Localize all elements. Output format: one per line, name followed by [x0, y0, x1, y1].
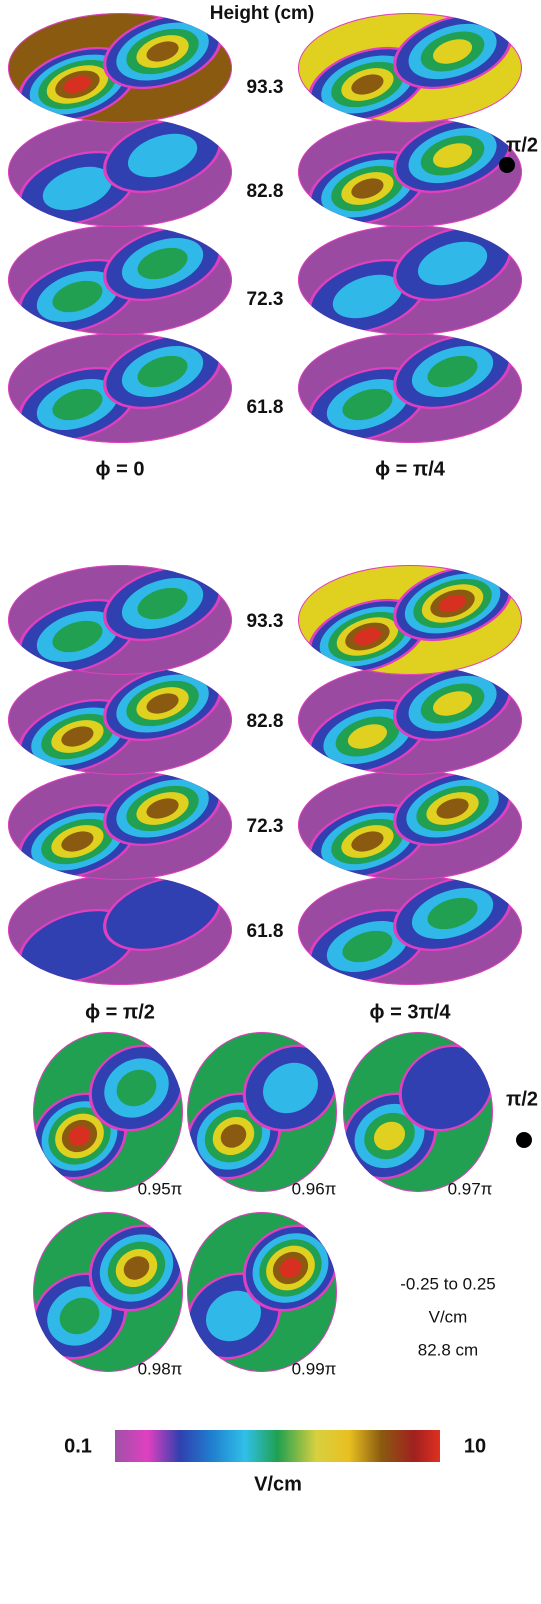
label: 93.3: [247, 77, 284, 98]
field-plot: [298, 320, 522, 456]
label: 10: [464, 1435, 486, 1457]
field-plot: [8, 104, 232, 240]
field-plot: [16, 1027, 200, 1196]
colorbar: [115, 1430, 440, 1462]
field-plot: [8, 757, 232, 893]
marker-dot: [516, 1132, 532, 1148]
label: 0.99π: [292, 1359, 337, 1378]
page: Height (cm) 93.3 82.8 72.3 61.8 93.3 82.8 72.3 6…: [0, 0, 541, 1604]
field-plot: [326, 1027, 510, 1196]
field-plot: [298, 757, 522, 893]
label: π/2: [506, 1088, 538, 1110]
field-plot: [170, 1207, 354, 1376]
marker-dot: [499, 157, 515, 173]
field-plot: [8, 552, 232, 688]
field-plot: [298, 104, 522, 240]
label: ϕ = 3π/4: [370, 1001, 452, 1023]
label: 82.8: [247, 711, 284, 732]
label: V/cm: [429, 1307, 468, 1326]
label: 93.3: [247, 611, 284, 632]
field-plot: [8, 212, 232, 348]
field-plot: [8, 862, 232, 998]
field-plot: [170, 1027, 354, 1196]
label: 72.3: [247, 289, 284, 310]
label: 82.8: [247, 181, 284, 202]
label: Height (cm): [210, 3, 315, 24]
field-plot: [8, 320, 232, 456]
label: 61.8: [247, 921, 284, 942]
label: 61.8: [247, 397, 284, 418]
label: π/2: [506, 134, 538, 156]
label: 0.95π: [138, 1179, 183, 1198]
field-plot: [298, 862, 522, 998]
field-plot: [298, 552, 522, 688]
label: 0.96π: [292, 1179, 337, 1198]
label: -0.25 to 0.25: [400, 1274, 495, 1293]
label: V/cm: [254, 1473, 302, 1495]
label: ϕ = π/4: [375, 458, 446, 480]
figure: Height (cm) 93.3 82.8 72.3 61.8 93.3 82.8 72.3 6…: [0, 0, 541, 1604]
label: 0.1: [64, 1435, 92, 1457]
label: 0.97π: [448, 1179, 493, 1198]
label: 82.8 cm: [418, 1340, 478, 1359]
field-plot: [298, 212, 522, 348]
label: 72.3: [247, 816, 284, 837]
field-plot: [298, 0, 522, 136]
label: 0.98π: [138, 1359, 183, 1378]
label: ϕ = π/2: [85, 1001, 155, 1023]
field-plot: [16, 1207, 200, 1376]
label: ϕ = 0: [96, 458, 145, 480]
field-plot: [8, 0, 232, 136]
